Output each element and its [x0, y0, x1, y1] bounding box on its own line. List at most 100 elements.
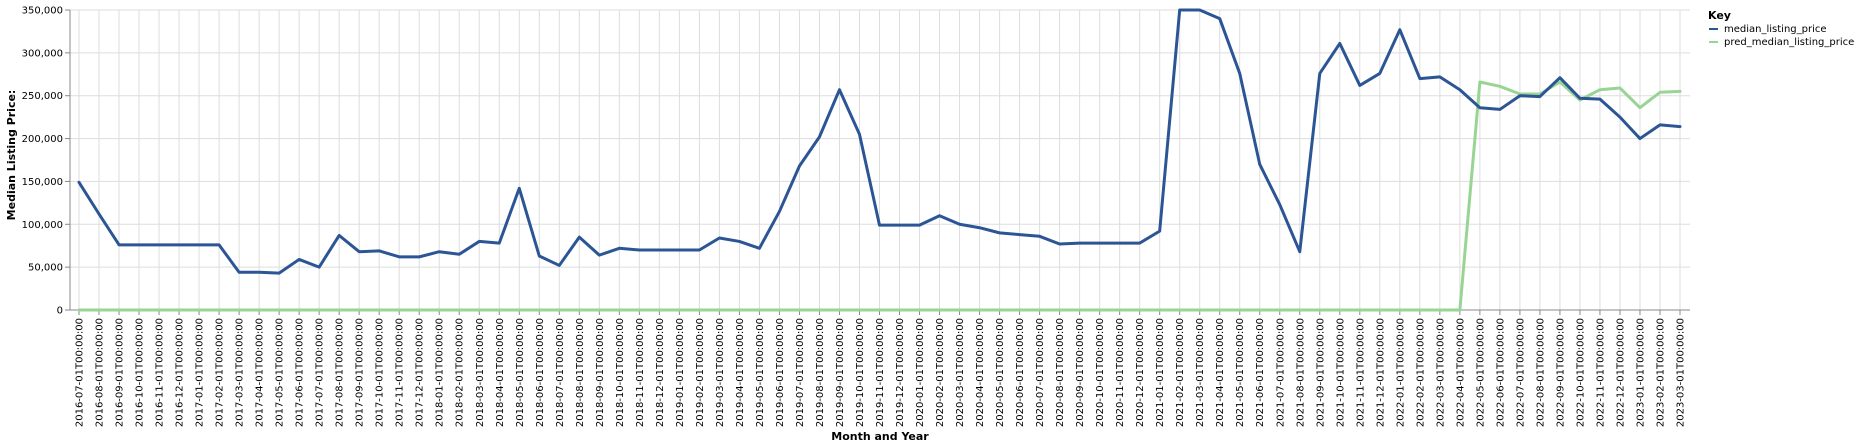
- x-tick-label: 2019-09-01T00:00:00: [835, 318, 846, 427]
- y-tick-label: 150,000: [22, 177, 63, 188]
- x-tick-label: 2017-02-01T00:00:00: [215, 318, 226, 427]
- x-tick-label: 2022-01-01T00:00:00: [1395, 318, 1406, 427]
- x-axis: 2016-07-01T00:00:00 2016-08-01T00:00:00 20…: [70, 309, 1690, 427]
- x-tick-label: 2022-06-01T00:00:00: [1495, 318, 1506, 427]
- x-tick-label: 2023-02-01T00:00:00: [1655, 318, 1666, 427]
- x-tick-label: 2018-06-01T00:00:00: [535, 318, 546, 427]
- x-tick-label: 2020-05-01T00:00:00: [995, 318, 1006, 427]
- x-tick-label: 2021-03-01T00:00:00: [1195, 318, 1206, 427]
- y-tick-label: 200,000: [22, 134, 63, 145]
- x-tick-label: 2021-10-01T00:00:00: [1335, 318, 1346, 427]
- y-tick-label: 300,000: [22, 48, 63, 59]
- x-tick-label: 2016-09-01T00:00:00: [115, 318, 126, 427]
- x-tick-label: 2023-01-01T00:00:00: [1635, 318, 1646, 427]
- gridlines: [70, 9, 1690, 311]
- x-tick-label: 2016-07-01T00:00:00: [75, 318, 86, 427]
- series-line-median_listing_price: [77, 8, 1682, 275]
- x-tick-label: 2021-11-01T00:00:00: [1355, 318, 1366, 427]
- x-tick-label: 2018-05-01T00:00:00: [515, 318, 526, 427]
- x-tick-label: 2017-12-01T00:00:00: [415, 318, 426, 427]
- x-tick-label: 2021-02-01T00:00:00: [1175, 318, 1186, 427]
- x-tick-label: 2020-08-01T00:00:00: [1055, 318, 1066, 427]
- legend-title: Key: [1708, 9, 1731, 22]
- y-tick-label: 350,000: [22, 6, 63, 17]
- x-tick-label: 2022-10-01T00:00:00: [1575, 318, 1586, 427]
- x-tick-label: 2020-07-01T00:00:00: [1035, 318, 1046, 427]
- x-tick-label: 2019-04-01T00:00:00: [735, 318, 746, 427]
- y-tick-label: 50,000: [28, 263, 63, 274]
- x-tick-label: 2020-10-01T00:00:00: [1095, 318, 1106, 427]
- x-tick-label: 2018-04-01T00:00:00: [495, 318, 506, 427]
- x-tick-label: 2016-10-01T00:00:00: [135, 318, 146, 427]
- x-tick-label: 2022-04-01T00:00:00: [1455, 318, 1466, 427]
- x-tick-label: 2021-12-01T00:00:00: [1375, 318, 1386, 427]
- x-tick-label: 2017-08-01T00:00:00: [335, 318, 346, 427]
- x-tick-label: 2017-07-01T00:00:00: [315, 318, 326, 427]
- x-tick-label: 2018-11-01T00:00:00: [635, 318, 646, 427]
- series-line-pred_median_listing_price: [77, 80, 1682, 312]
- x-tick-label: 2018-09-01T00:00:00: [595, 318, 606, 427]
- x-tick-label: 2017-04-01T00:00:00: [255, 318, 266, 427]
- x-tick-label: 2018-07-01T00:00:00: [555, 318, 566, 427]
- x-tick-label: 2022-08-01T00:00:00: [1535, 318, 1546, 427]
- x-tick-label: 2020-12-01T00:00:00: [1135, 318, 1146, 427]
- x-tick-label: 2020-03-01T00:00:00: [955, 318, 966, 427]
- x-tick-label: 2019-05-01T00:00:00: [755, 318, 766, 427]
- x-tick-label: 2017-05-01T00:00:00: [275, 318, 286, 427]
- legend-label: median_listing_price: [1724, 24, 1827, 35]
- x-tick-label: 2022-12-01T00:00:00: [1615, 318, 1626, 427]
- x-tick-label: 2018-08-01T00:00:00: [575, 318, 586, 427]
- x-tick-label: 2019-06-01T00:00:00: [775, 318, 786, 427]
- y-tick-label: 0: [57, 306, 63, 317]
- x-tick-label: 2021-01-01T00:00:00: [1155, 318, 1166, 427]
- x-tick-label: 2020-06-01T00:00:00: [1015, 318, 1026, 427]
- x-tick-label: 2023-03-01T00:00:00: [1676, 318, 1687, 427]
- x-tick-label: 2021-06-01T00:00:00: [1255, 318, 1266, 427]
- y-axis-title: Median Listing Price:: [5, 90, 18, 221]
- y-axis: 0 50,000 100,000 150,000 200,000 250,000 300,0…: [22, 6, 71, 317]
- x-tick-label: 2020-04-01T00:00:00: [975, 318, 986, 427]
- y-tick-label: 100,000: [22, 220, 63, 231]
- x-tick-label: 2018-12-01T00:00:00: [655, 318, 666, 427]
- x-tick-label: 2017-11-01T00:00:00: [395, 318, 406, 427]
- x-tick-label: 2021-09-01T00:00:00: [1315, 318, 1326, 427]
- x-tick-label: 2016-11-01T00:00:00: [155, 318, 166, 427]
- y-tick-label: 250,000: [22, 91, 63, 102]
- x-tick-label: 2019-11-01T00:00:00: [875, 318, 886, 427]
- x-tick-label: 2019-08-01T00:00:00: [815, 318, 826, 427]
- legend-label: pred_median_listing_price: [1724, 37, 1854, 48]
- x-tick-label: 2022-09-01T00:00:00: [1555, 318, 1566, 427]
- legend: Key median_listing_price pred_median_list…: [1708, 9, 1854, 48]
- x-tick-label: 2017-09-01T00:00:00: [355, 318, 366, 427]
- x-axis-title: Month and Year: [831, 430, 929, 443]
- x-tick-label: 2016-12-01T00:00:00: [175, 318, 186, 427]
- x-tick-label: 2020-09-01T00:00:00: [1075, 318, 1086, 427]
- x-tick-label: 2020-02-01T00:00:00: [935, 318, 946, 427]
- x-tick-label: 2020-01-01T00:00:00: [915, 318, 926, 427]
- x-tick-label: 2018-03-01T00:00:00: [475, 318, 486, 427]
- x-tick-label: 2019-01-01T00:00:00: [675, 318, 686, 427]
- x-tick-label: 2021-08-01T00:00:00: [1295, 318, 1306, 427]
- x-tick-label: 2016-08-01T00:00:00: [95, 318, 106, 427]
- x-tick-label: 2022-05-01T00:00:00: [1475, 318, 1486, 427]
- series-layer: [77, 8, 1682, 312]
- x-tick-label: 2020-11-01T00:00:00: [1115, 318, 1126, 427]
- x-tick-label: 2022-11-01T00:00:00: [1595, 318, 1606, 427]
- x-tick-label: 2018-10-01T00:00:00: [615, 318, 626, 427]
- x-tick-label: 2019-02-01T00:00:00: [695, 318, 706, 427]
- x-tick-label: 2018-02-01T00:00:00: [455, 318, 466, 427]
- x-tick-label: 2017-03-01T00:00:00: [235, 318, 246, 427]
- x-tick-label: 2017-06-01T00:00:00: [295, 318, 306, 427]
- x-tick-label: 2021-05-01T00:00:00: [1235, 318, 1246, 427]
- x-tick-label: 2021-04-01T00:00:00: [1215, 318, 1226, 427]
- x-tick-label: 2019-07-01T00:00:00: [795, 318, 806, 427]
- x-tick-label: 2019-12-01T00:00:00: [895, 318, 906, 427]
- x-tick-label: 2018-01-01T00:00:00: [435, 318, 446, 427]
- x-tick-label: 2017-01-01T00:00:00: [195, 318, 206, 427]
- x-tick-label: 2022-07-01T00:00:00: [1515, 318, 1526, 427]
- x-tick-label: 2021-07-01T00:00:00: [1275, 318, 1286, 427]
- x-tick-label: 2019-03-01T00:00:00: [715, 318, 726, 427]
- x-tick-label: 2022-03-01T00:00:00: [1435, 318, 1446, 427]
- x-tick-label: 2019-10-01T00:00:00: [855, 318, 866, 427]
